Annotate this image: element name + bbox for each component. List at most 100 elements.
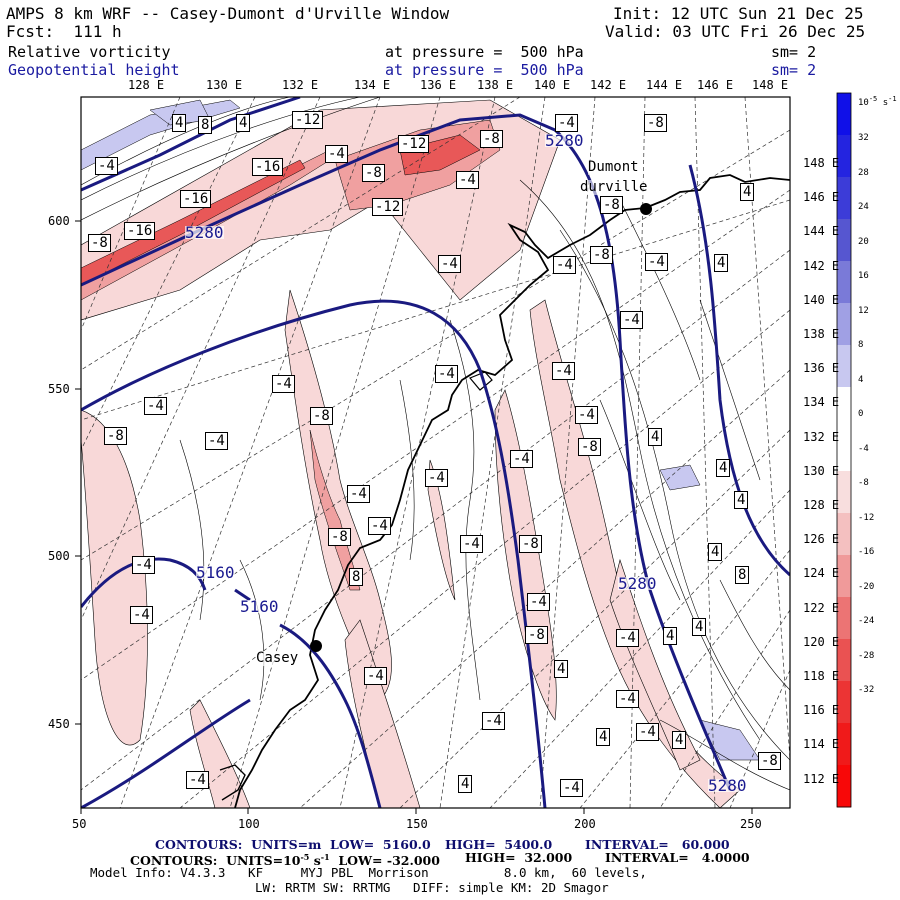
x-axis-label: 50 <box>72 817 87 831</box>
plot-frame <box>80 96 791 809</box>
vorticity-contour-label: -16 <box>180 190 212 208</box>
colorbar-swatch <box>837 303 851 346</box>
vorticity-contour-label: 4 <box>663 627 678 645</box>
x-axis-label: 250 <box>740 817 762 831</box>
lon-label-right: 134 E <box>803 395 840 410</box>
vorticity-contour-label: 4 <box>236 114 251 132</box>
lon-label-right: 146 E <box>803 190 840 205</box>
colorbar-tick: 32 <box>858 133 869 143</box>
lon-label-right: 114 E <box>803 737 840 752</box>
vorticity-contour-label: -4 <box>616 690 639 708</box>
field1-level: at pressure = 500 hPa <box>385 43 584 61</box>
footer-height-high: HIGH= 5400.0 <box>445 837 553 852</box>
vorticity-contour-label: 8 <box>735 566 750 584</box>
vorticity-contour-label: -8 <box>644 114 667 132</box>
valid-time: Valid: 03 UTC Fri 26 Dec 25 <box>605 22 866 41</box>
lon-label-top: 132 E <box>282 78 319 92</box>
x-axis-label: 200 <box>574 817 596 831</box>
height-contour-label: 5280 <box>545 131 584 150</box>
colorbar-swatch <box>837 513 851 556</box>
vorticity-contour-label: 4 <box>648 428 663 446</box>
colorbar-tick: 4 <box>858 374 864 385</box>
footer-height-contours: CONTOURS: UNITS=m LOW= 5160.0 <box>155 837 431 852</box>
vorticity-contour-label: -4 <box>645 253 668 271</box>
lat-lon-grid <box>81 97 790 808</box>
lon-label-top: 146 E <box>697 78 734 92</box>
vorticity-contour-label: -4 <box>456 171 479 189</box>
vorticity-contours <box>81 97 790 791</box>
lon-label-right: 136 E <box>803 361 840 376</box>
vorticity-contour-label: -16 <box>252 158 284 176</box>
colorbar-tick: 24 <box>858 202 869 212</box>
colorbar-tick: 16 <box>858 271 869 281</box>
lon-label-top: 138 E <box>477 78 514 92</box>
footer-vort-interval: INTERVAL= 4.0000 <box>605 850 750 865</box>
lon-label-top: 130 E <box>206 78 243 92</box>
colorbar-tick: 28 <box>858 167 869 178</box>
lon-label-right: 116 E <box>803 703 840 718</box>
vorticity-contour-label: -8 <box>310 407 333 425</box>
lon-label-right: 124 E <box>803 566 840 581</box>
lon-label-right: 138 E <box>803 327 840 341</box>
lon-label-right: 126 E <box>803 532 840 547</box>
colorbar-swatch <box>837 471 851 514</box>
x-axis-label: 150 <box>406 817 428 831</box>
vorticity-contour-label: -8 <box>88 234 111 252</box>
colorbar-swatch <box>837 177 851 220</box>
vorticity-contour-label: -4 <box>636 723 659 741</box>
height-contour-label: 5280 <box>185 223 224 242</box>
colorbar-swatch <box>837 723 851 766</box>
footer-physics-info: LW: RRTM SW: RRTMG DIFF: simple KM: 2D S… <box>255 880 609 895</box>
colorbar-tick: 8 <box>858 340 864 350</box>
vorticity-contour-label: 4 <box>708 543 723 561</box>
colorbar-tick: -12 <box>858 512 875 523</box>
field2-name: Geopotential height <box>8 61 180 79</box>
vorticity-contour-label: 4 <box>716 459 731 477</box>
colorbar-swatch <box>837 639 851 682</box>
colorbar-swatch <box>837 387 851 430</box>
field2-smoothing: sm= 2 <box>771 61 817 79</box>
vorticity-contour-label: -4 <box>552 362 575 380</box>
field1-smoothing: sm= 2 <box>771 43 817 61</box>
lon-label-top: 148 E <box>752 78 789 92</box>
vorticity-contour-label: -8 <box>590 246 613 264</box>
lon-label-right: 112 E <box>803 771 840 786</box>
y-axis-label: 450 <box>48 717 70 731</box>
casey-label: Casey <box>256 650 299 666</box>
vorticity-contour-label: -4 <box>364 667 387 685</box>
lon-label-top: 140 E <box>534 78 571 92</box>
colorbar-tick: -24 <box>858 616 875 626</box>
colorbar-swatch <box>837 345 851 388</box>
vorticity-contour-label: 4 <box>458 775 473 793</box>
casey-marker <box>310 640 322 652</box>
lon-label-top: 142 E <box>590 78 627 92</box>
colorbar-tick: -28 <box>858 650 875 661</box>
vorticity-contour-label: 4 <box>714 254 729 272</box>
lon-label-right: 118 E <box>803 669 840 683</box>
field1-name: Relative vorticity <box>8 43 171 61</box>
vorticity-contour-label: 4 <box>596 728 611 746</box>
vorticity-contour-label: 4 <box>734 491 749 509</box>
colorbar-tick: 12 <box>858 305 869 316</box>
colorbar-tick: -16 <box>858 547 875 557</box>
dumont-label-1: Dumont <box>588 159 639 175</box>
lon-label-right: 128 E <box>803 498 840 512</box>
colorbar-tick: 0 <box>858 409 864 419</box>
vorticity-contour-label: -4 <box>144 397 167 415</box>
vorticity-contour-label: -8 <box>600 196 623 214</box>
vorticity-contour-label: -4 <box>575 406 598 424</box>
colorbar-swatch <box>837 681 851 724</box>
vorticity-contour-label: -4 <box>186 771 209 789</box>
field2-level: at pressure = 500 hPa <box>385 61 584 79</box>
vorticity-contour-label: 4 <box>172 114 187 132</box>
y-axis-label: 600 <box>48 214 70 228</box>
y-axis-label: 550 <box>48 382 70 396</box>
vorticity-contour-label: -4 <box>205 432 228 450</box>
vorticity-contour-label: 4 <box>672 731 687 749</box>
lon-label-right: 140 E <box>803 292 840 307</box>
vorticity-contour-label: -4 <box>347 485 370 503</box>
height-contour-label: 5160 <box>196 563 235 582</box>
lon-label-right: 122 E <box>803 600 840 615</box>
vorticity-contour-label: -4 <box>527 593 550 611</box>
